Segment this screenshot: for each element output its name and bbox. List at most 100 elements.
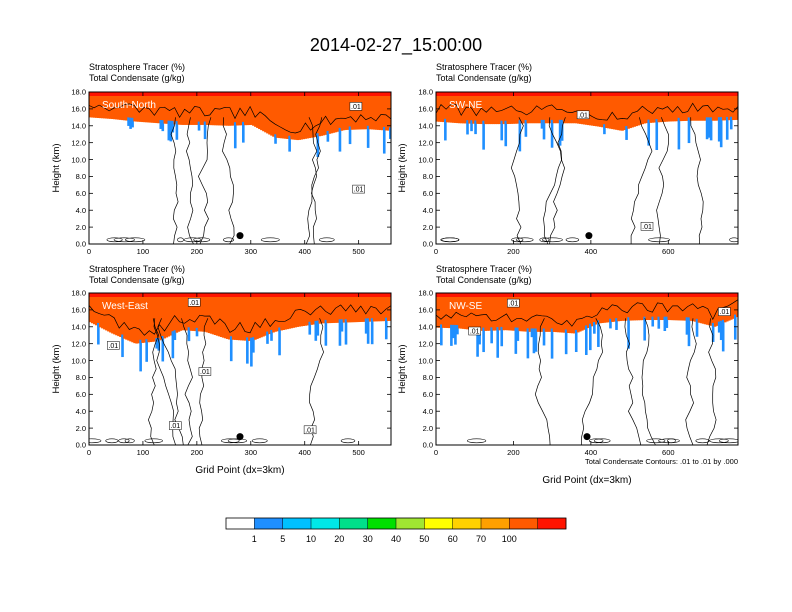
condensate-contour — [467, 438, 487, 444]
tracer-cell — [566, 293, 570, 333]
tracer-cell — [284, 293, 287, 330]
tracer-cell — [288, 135, 291, 152]
condensate-contour — [308, 117, 318, 244]
tracer-cell — [171, 120, 175, 133]
tracer-cell — [627, 317, 630, 349]
tracer-cell — [352, 92, 356, 130]
panel-region-label: SW-NE — [449, 100, 482, 111]
y-tick-label: 8.0 — [76, 373, 86, 382]
x-tick-label: 300 — [245, 247, 258, 256]
x-tick-label: 600 — [662, 247, 675, 256]
tracer-cell — [705, 293, 709, 325]
condensate-contour — [89, 438, 102, 444]
condensate-contour — [193, 237, 211, 243]
tracer-cell — [219, 293, 223, 337]
tracer-top-band — [89, 293, 391, 297]
tracer-cell — [159, 120, 163, 129]
tracer-cell — [308, 293, 312, 326]
tracer-cell — [274, 293, 277, 332]
tracer-cell — [623, 293, 626, 321]
tracer-cell — [129, 293, 132, 342]
tracer-cell — [205, 293, 209, 333]
tracer-cell — [93, 293, 96, 325]
tracer-cell — [292, 293, 295, 328]
colorbar-swatch — [396, 518, 425, 529]
tracer-cell — [340, 92, 344, 131]
tracer-cell — [687, 92, 691, 121]
tracer-cell — [681, 293, 685, 321]
condensate-contour — [580, 318, 603, 445]
tracer-cell — [246, 92, 249, 126]
y-tick-label: 18.0 — [71, 88, 86, 97]
tracer-cell — [266, 92, 269, 134]
tracer-cell — [550, 293, 554, 332]
tracer-cell — [466, 293, 469, 330]
tracer-cell — [384, 92, 388, 131]
tracer-cell — [627, 92, 630, 129]
tracer-cell — [564, 293, 568, 333]
tracer-cell — [534, 92, 538, 124]
tracer-cell — [244, 293, 247, 341]
tracer-cell — [454, 293, 457, 329]
tracer-cell — [237, 293, 241, 341]
tracer-cell — [597, 92, 600, 127]
location-dot — [236, 433, 244, 441]
tracer-cell — [478, 327, 481, 345]
tracer-cell — [683, 92, 687, 121]
colorbar-swatch — [537, 518, 567, 529]
condensate-contour — [309, 318, 324, 445]
tracer-cell — [223, 92, 227, 126]
tracer-cell — [603, 124, 606, 135]
tracer-cell — [145, 293, 148, 343]
tracer-cell — [159, 293, 163, 341]
plot-area: .01 .01 — [436, 92, 738, 244]
tracer-cell — [165, 293, 169, 338]
tracer-cell — [671, 293, 675, 321]
contour-label-box — [468, 326, 481, 336]
tracer-cell — [444, 118, 447, 141]
tracer-cell — [436, 293, 439, 328]
tracer-cell — [474, 120, 477, 135]
tracer-cell — [348, 126, 352, 145]
tracer-cell — [504, 120, 508, 147]
panels-group: .01 .01 South-North 0.0 2.0 4.0 6.0 8.0 10.0 12.0… — [71, 88, 739, 457]
condensate-contour — [222, 117, 235, 244]
condensate-contour — [183, 237, 202, 243]
tracer-cell — [599, 92, 602, 127]
y-tick-label: 0.0 — [423, 441, 433, 450]
tracer-cell — [342, 293, 346, 323]
tracer-cell — [723, 92, 727, 121]
tracer-cell — [374, 293, 378, 322]
tracer-cell — [528, 92, 532, 124]
tracer-cell — [272, 293, 275, 333]
tracer-cell — [651, 293, 655, 321]
tracer-cell — [556, 293, 560, 333]
tracer-cell — [478, 92, 481, 124]
tracer-cell — [655, 92, 659, 123]
tracer-cell — [362, 92, 366, 130]
x-tick-label: 400 — [298, 448, 311, 457]
tracer-cell — [705, 92, 709, 121]
tracer-cell — [472, 293, 475, 330]
location-dot — [236, 232, 244, 240]
tracer-cell — [364, 318, 368, 334]
tracer-cell — [366, 125, 370, 148]
tracer-cell — [520, 293, 524, 332]
tracer-cell — [161, 293, 165, 340]
x-tick-label: 400 — [585, 247, 598, 256]
tracer-cell — [147, 92, 150, 123]
tracer-cell — [314, 92, 318, 137]
tracer-cell — [725, 92, 729, 121]
tracer-cell — [572, 293, 576, 334]
tracer-cell — [476, 92, 479, 124]
tracer-cell — [187, 92, 191, 125]
tracer-cell — [111, 92, 114, 120]
condensate-contour — [436, 299, 738, 327]
tracer-cell — [584, 325, 588, 355]
tracer-cell — [163, 293, 167, 339]
tracer-cell — [314, 320, 318, 341]
contour-label: .01 — [170, 423, 180, 430]
tracer-cell — [691, 92, 695, 121]
y-tick-label: 2.0 — [423, 223, 433, 232]
condensate-contour — [318, 237, 335, 243]
